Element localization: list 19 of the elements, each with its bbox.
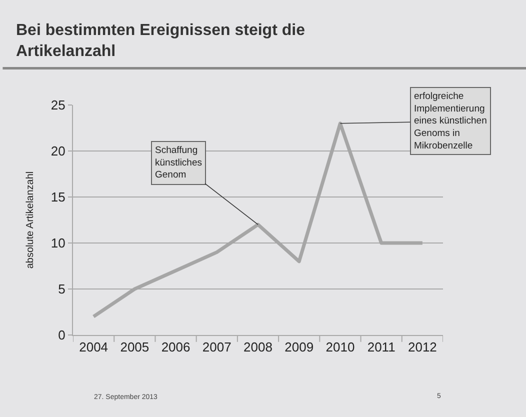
y-axis-title: absolute Artikelanzahl bbox=[24, 171, 36, 269]
x-tick-label: 2012 bbox=[408, 340, 437, 355]
annotation: erfolgreiche Implementierung eines künstlichen Genoms in Mikrobenzelle bbox=[414, 91, 487, 152]
chart-title: Bei bestimmten Ereignissen steigt die Artikelanzahl bbox=[16, 22, 306, 60]
x-tick-label: 2006 bbox=[161, 340, 190, 355]
x-tick-label: 2004 bbox=[79, 340, 108, 355]
y-tick-label: 25 bbox=[50, 98, 66, 113]
y-tick-label: 15 bbox=[50, 190, 66, 205]
x-tick-label: 2007 bbox=[202, 340, 232, 355]
x-tick-label: 2011 bbox=[367, 340, 396, 355]
annotation: Schaffung künstliches Genom bbox=[155, 145, 202, 181]
y-tick-label: 10 bbox=[50, 236, 66, 251]
x-tick-label: 2008 bbox=[244, 340, 272, 355]
y-tick-label: 5 bbox=[58, 282, 66, 297]
y-tick-label: 20 bbox=[50, 144, 66, 159]
y-tick-label: 0 bbox=[58, 328, 66, 343]
x-tick-label: 2005 bbox=[120, 340, 150, 355]
x-tick-label: 2009 bbox=[284, 340, 314, 355]
x-tick-label: 2010 bbox=[326, 340, 355, 355]
